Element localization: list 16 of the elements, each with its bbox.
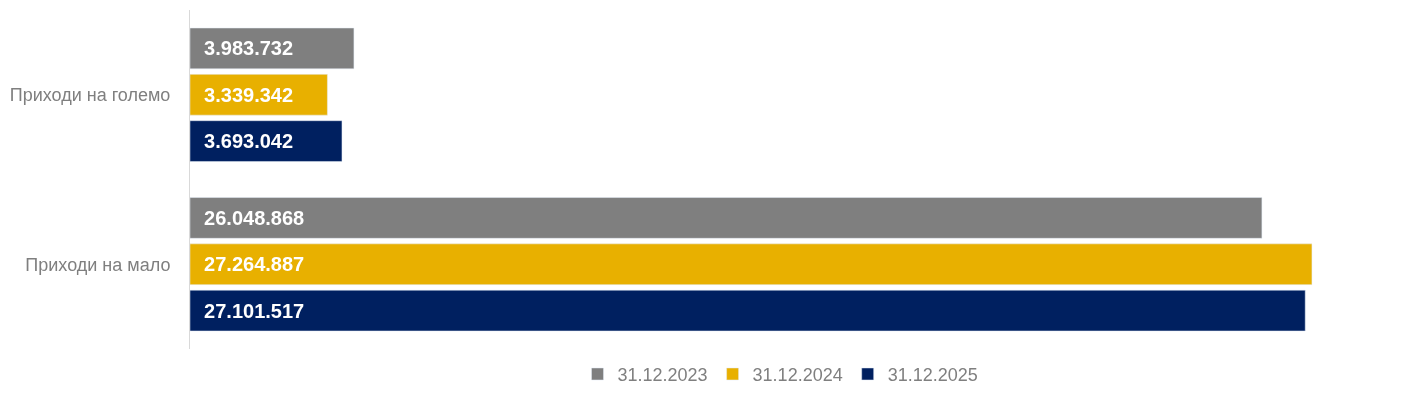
legend-label: 31.12.2023	[617, 365, 708, 385]
bar	[190, 289, 1306, 332]
bar	[190, 243, 1313, 285]
y-tick-label: Приходи на мало	[25, 254, 186, 275]
legend-label: 31.12.2024	[752, 365, 843, 385]
data-label: 27.264.887	[193, 253, 305, 276]
data-label: 3.983.732	[193, 37, 294, 60]
legend-label: 31.12.2025	[887, 365, 978, 385]
y-tick-label: Приходи на големо	[9, 85, 186, 106]
data-label: 26.048.868	[193, 206, 305, 229]
bar	[190, 27, 355, 70]
bar	[190, 197, 1263, 239]
data-label: 27.101.517	[193, 299, 305, 322]
data-label: 3.339.342	[193, 83, 294, 106]
bar	[190, 120, 343, 162]
data-label: 3.693.042	[193, 130, 294, 153]
